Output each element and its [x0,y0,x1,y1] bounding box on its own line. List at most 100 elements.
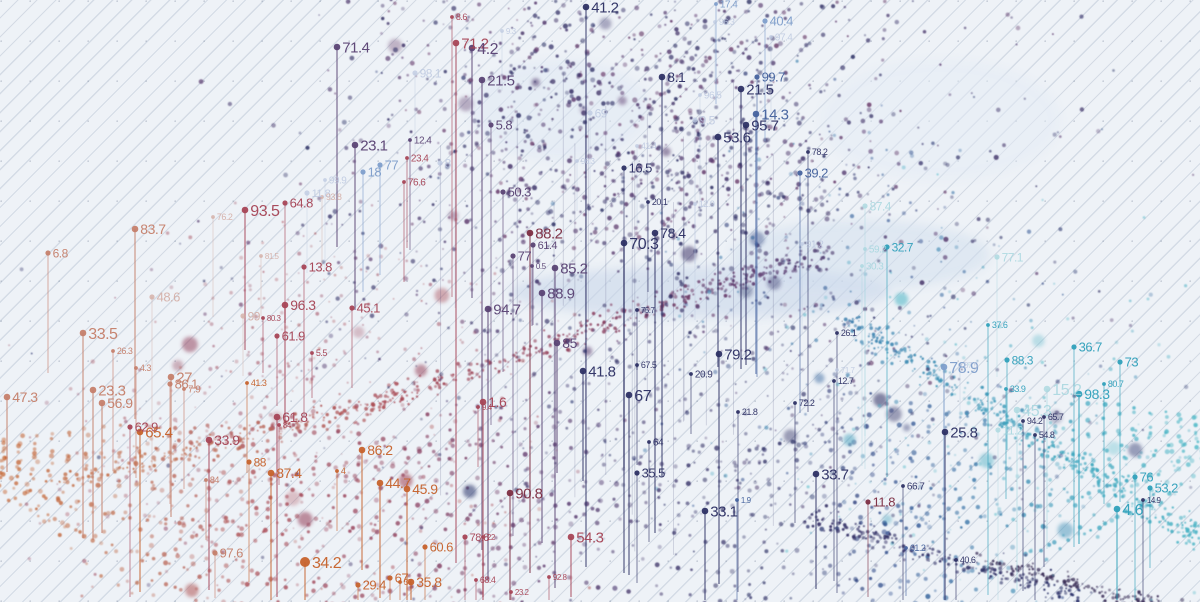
dot [886,13,890,18]
dot [477,100,482,105]
dot [709,408,713,412]
dot [449,483,454,488]
dot [493,272,497,276]
dot [338,412,342,416]
dot [1038,503,1043,509]
dot [662,222,667,227]
dot [6,498,11,503]
dot [695,128,700,133]
dot [808,516,812,520]
dot [398,99,402,103]
dot [1090,466,1093,469]
dot [893,563,897,568]
dot [894,341,899,346]
data-point [98,399,106,407]
dot [698,206,701,209]
dot [1108,588,1111,592]
dot [942,353,947,357]
dot [1086,584,1091,589]
dot [674,276,680,281]
dot [291,473,294,477]
dot [252,438,254,440]
dot [632,155,638,161]
dot [909,534,913,538]
dot [372,407,376,411]
dot [820,432,825,437]
dot [695,154,701,159]
dot [847,18,851,22]
dot [569,155,573,159]
dot [233,201,237,205]
dot [213,436,218,441]
dot [569,446,573,450]
dot [442,0,446,4]
dot [693,510,698,514]
dot [548,44,554,50]
dot [847,324,851,328]
dot [257,297,261,300]
dot [675,181,679,185]
dot [763,266,766,268]
dot [450,374,453,376]
dot [50,479,53,483]
dot [724,277,729,281]
dot [8,344,11,347]
dot [712,330,715,333]
dot [306,530,310,534]
dot [921,553,925,557]
dot [1129,491,1132,494]
dot [668,54,674,60]
dot [495,432,500,437]
dot [911,265,916,270]
dot [874,76,878,81]
dot [443,382,446,385]
dot [379,460,384,466]
dot [314,232,317,235]
dot [150,486,155,491]
dot [587,586,591,590]
dot [948,579,954,584]
dot [916,523,921,528]
dot [1043,584,1045,586]
dot [669,566,673,569]
dot [348,562,353,567]
dot [353,594,358,600]
dot [671,129,676,133]
dot [722,154,726,157]
dot [993,412,996,415]
dot [1037,447,1042,451]
dot [777,441,782,446]
dot [1034,427,1040,433]
dot [757,70,763,76]
dot [443,527,448,532]
dot [849,213,855,219]
dot [1010,544,1016,550]
dot [147,514,152,518]
dot [726,203,729,206]
dot [696,132,701,137]
dot [208,433,212,436]
dot [517,556,522,561]
dot [516,146,519,149]
dot [842,430,846,433]
dot [317,347,321,351]
dot [144,423,149,428]
dot [300,536,304,541]
dot [38,488,43,494]
dot [582,105,586,109]
dot [872,489,877,494]
dot [738,139,741,142]
dot [874,327,878,330]
dot [841,591,845,595]
dot [749,163,753,167]
dot [401,56,404,60]
dot [270,387,273,390]
dot [150,460,153,462]
dot [976,217,981,222]
dot [46,513,50,517]
dot [342,464,347,468]
dot [574,515,578,519]
dot [951,467,957,472]
dot [939,292,944,297]
dot [592,328,596,332]
